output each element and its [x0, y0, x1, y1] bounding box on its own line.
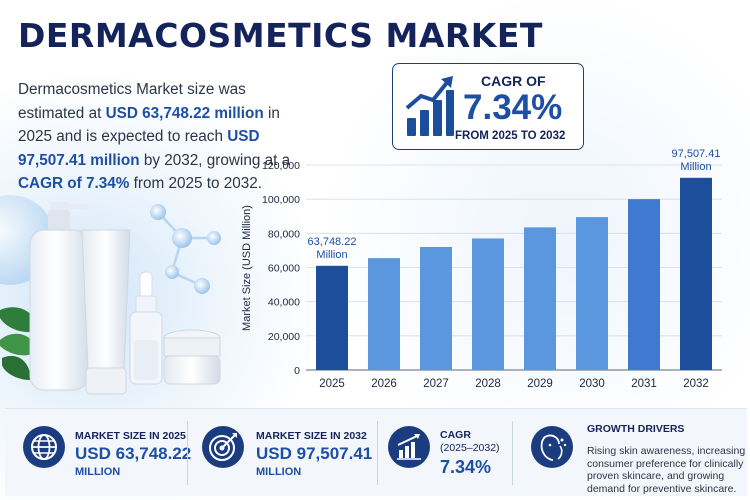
cagr-callout: CAGR OF 7.34% FROM 2025 TO 2032 — [392, 63, 584, 150]
bar-2029 — [524, 227, 556, 370]
x-tick-label: 2026 — [371, 378, 397, 390]
stat-icon-circle — [388, 426, 430, 468]
stat-label: CAGR — [440, 429, 471, 441]
bar-2025 — [316, 265, 348, 370]
stat-label: MARKET SIZE IN 2032 — [256, 430, 367, 442]
face-care-icon — [540, 434, 567, 461]
intro-highlight-cagr: CAGR of 7.34% — [18, 175, 130, 192]
chart-bars — [316, 177, 712, 370]
molecule-nodes — [150, 204, 221, 294]
pump-bottle — [29, 202, 89, 391]
intro-highlight-2032: USD 97,507.41 million — [18, 128, 260, 169]
footer-divider — [187, 421, 188, 485]
x-tick-labels: 2025 2026 2027 2028 2029 2030 2031 2032 — [319, 378, 709, 390]
stat-icon-circle — [23, 426, 65, 468]
y-tick-label: 40,000 — [268, 297, 300, 309]
cream-tube — [81, 229, 131, 395]
stat-value: 7.34% — [440, 457, 492, 477]
bar-2027 — [420, 247, 452, 370]
data-label: Million — [680, 161, 711, 173]
data-label: 97,507.41 — [672, 148, 721, 160]
x-tick-label: 2028 — [475, 378, 501, 390]
bar-2031 — [628, 199, 660, 370]
bar-2032 — [680, 177, 712, 370]
stat-value: USD 63,748.22 — [75, 444, 192, 463]
trend-up-icon — [405, 76, 454, 136]
x-tick-label: 2031 — [631, 378, 657, 390]
y-tick-label: 60,000 — [268, 263, 300, 275]
footer-divider — [512, 421, 513, 485]
y-tick-label: 0 — [294, 365, 300, 377]
y-tick-label: 80,000 — [268, 228, 300, 240]
y-tick-labels: 0 20,000 40,000 60,000 80,000 100,000 120,000 — [262, 160, 300, 377]
dropper-bottle — [129, 271, 163, 385]
stat-cagr: CAGR (2025–2032) 7.34% — [380, 409, 510, 497]
intro-text: Dermacosmetics Market size was estimated… — [18, 81, 246, 122]
intro-highlight-2025: USD 63,748.22 million — [105, 104, 264, 122]
cagr-period: FROM 2025 TO 2032 — [455, 130, 566, 142]
stat-label: MARKET SIZE IN 2025 — [75, 430, 186, 442]
stat-label: GROWTH DRIVERS — [587, 423, 685, 435]
bar-trend-icon — [397, 434, 421, 460]
y-tick-label: 100,000 — [262, 194, 300, 206]
data-label: Million — [316, 249, 347, 261]
summary-footer: MARKET SIZE IN 2025 USD 63,748.22 MILLIO… — [5, 408, 747, 496]
intro-text: in 2025 and is expected to reach — [18, 104, 280, 146]
skincare-products-illustration — [0, 195, 221, 395]
bar-2030 — [576, 217, 608, 370]
stat-unit: MILLION — [75, 466, 121, 478]
y-tick-label: 20,000 — [268, 331, 300, 343]
globe-icon — [31, 434, 57, 460]
cream-jar — [163, 329, 221, 385]
stat-sublabel: (2025–2032) — [440, 442, 500, 454]
intro-paragraph: Dermacosmetics Market size was estimated… — [18, 78, 308, 196]
x-tick-label: 2032 — [683, 378, 709, 390]
stat-market-size-2025: MARKET SIZE IN 2025 USD 63,748.22 MILLIO… — [5, 409, 191, 497]
x-tick-label: 2025 — [319, 378, 345, 390]
intro-text: from 2025 to 2032. — [129, 175, 263, 192]
stat-growth-drivers: GROWTH DRIVERS Rising skin awareness, in… — [515, 409, 747, 497]
bar-2028 — [472, 238, 504, 370]
stat-icon-circle — [531, 426, 573, 468]
bar-2026 — [368, 258, 400, 370]
stat-unit: MILLION — [256, 466, 302, 478]
cagr-label: CAGR OF — [481, 73, 546, 89]
intro-text: by 2032, growing at a — [139, 151, 291, 169]
market-size-bar-chart: 020,00040,00060,00080,000100,000120,000 … — [241, 148, 722, 390]
footer-divider — [377, 421, 378, 485]
cagr-value: 7.34% — [463, 88, 563, 127]
y-axis-label: Market Size (USD Million) — [241, 205, 253, 331]
target-icon — [209, 433, 237, 461]
stat-value: USD 97,507.41 — [256, 444, 373, 463]
x-tick-label: 2027 — [423, 378, 449, 390]
stat-icon-circle — [202, 426, 244, 468]
stat-market-size-2032: MARKET SIZE IN 2032 USD 97,507.41 MILLIO… — [190, 409, 375, 497]
growth-drivers-text: Rising skin awareness, increasing consum… — [587, 445, 746, 495]
data-label: 63,748.22 — [308, 236, 357, 248]
page-title: DERMACOSMETICS MARKET — [18, 16, 543, 55]
x-tick-label: 2029 — [527, 378, 553, 390]
x-tick-label: 2030 — [579, 378, 605, 390]
y-tick-label: 120,000 — [262, 160, 300, 172]
